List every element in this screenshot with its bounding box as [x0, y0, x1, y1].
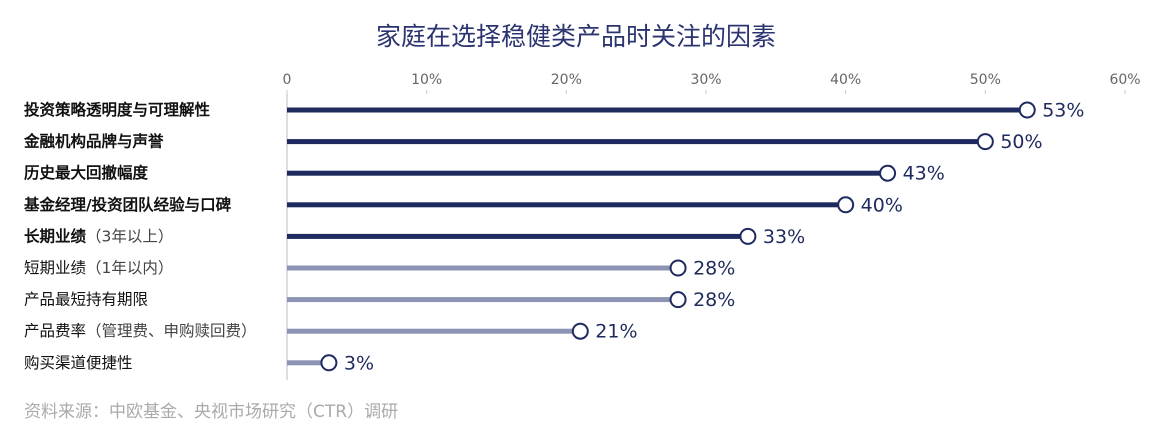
bar-end-marker	[669, 259, 687, 277]
category-label-note: （3年以上）	[86, 227, 173, 245]
value-label: 50%	[1000, 131, 1042, 153]
value-label: 28%	[693, 289, 735, 311]
bar-end-marker	[669, 291, 687, 309]
value-label: 53%	[1042, 100, 1084, 122]
category-label: 产品最短持有期限	[24, 290, 148, 308]
x-tick-label: 50%	[970, 72, 1001, 88]
category-label-main: 历史最大回撤幅度	[24, 163, 149, 182]
category-label-main: 购买渠道便捷性	[24, 353, 133, 371]
x-tick-label: 0	[283, 72, 292, 88]
category-label-main: 投资策略透明度与可理解性	[24, 100, 211, 119]
bar	[287, 202, 846, 208]
bar-end-marker	[320, 354, 338, 372]
value-label: 43%	[903, 163, 945, 185]
bar	[287, 170, 888, 176]
bar-end-marker	[976, 133, 994, 151]
bar-end-marker	[571, 322, 589, 340]
value-label: 3%	[344, 352, 374, 374]
bar-end-marker	[1018, 101, 1036, 119]
source-note: 资料来源：中欧基金、央视市场研究（CTR）调研	[24, 402, 398, 422]
category-label-note: （管理费、申购赎回费）	[86, 322, 257, 340]
value-label: 21%	[595, 321, 637, 343]
bar	[287, 265, 679, 271]
bar	[287, 360, 329, 366]
category-label: 金融机构品牌与声誉	[23, 131, 164, 150]
bar	[287, 233, 748, 239]
x-tick-label: 30%	[690, 72, 721, 88]
category-label: 投资策略透明度与可理解性	[24, 100, 211, 119]
category-label: 短期业绩（1年以内）	[24, 259, 173, 277]
category-label: 历史最大回撤幅度	[24, 163, 149, 182]
category-label: 长期业绩（3年以上）	[24, 226, 173, 245]
value-label: 40%	[861, 194, 903, 216]
category-label: 购买渠道便捷性	[24, 353, 133, 371]
category-label-main: 金融机构品牌与声誉	[23, 131, 164, 150]
bar-end-marker	[879, 164, 897, 182]
bar	[287, 328, 581, 334]
value-label: 28%	[693, 258, 735, 280]
bar	[287, 297, 679, 303]
x-tick-label: 40%	[830, 72, 861, 88]
bar-end-marker	[837, 196, 855, 214]
bar-end-marker	[739, 227, 757, 245]
x-tick-label: 10%	[411, 72, 442, 88]
category-label-main: 基金经理/投资团队经验与口碑	[23, 194, 232, 213]
category-label-main: 长期业绩	[24, 226, 87, 245]
x-tick-label: 60%	[1109, 72, 1140, 88]
chart-title: 家庭在选择稳健类产品时关注的因素	[376, 22, 776, 51]
category-label: 产品费率（管理费、申购赎回费）	[24, 322, 257, 340]
category-label: 基金经理/投资团队经验与口碑	[23, 194, 232, 213]
bar	[287, 139, 986, 145]
value-label: 33%	[763, 226, 805, 248]
category-label-main: 产品最短持有期限	[24, 290, 148, 308]
category-label-note: （1年以内）	[86, 259, 173, 277]
bar	[287, 107, 1028, 113]
category-label-main: 短期业绩	[24, 259, 86, 277]
category-label-main: 产品费率	[24, 322, 86, 340]
x-tick-label: 20%	[551, 72, 582, 88]
